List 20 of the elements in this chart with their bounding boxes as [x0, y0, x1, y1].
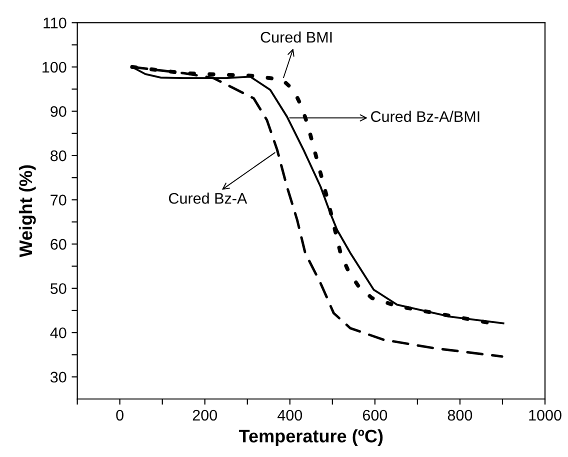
- x-tick-label: 0: [116, 410, 124, 421]
- x-tick-label: 1000: [529, 410, 562, 421]
- y-tick-label: 100: [42, 62, 66, 73]
- x-tick-label: 600: [362, 410, 388, 421]
- annotation: Cured BMI: [260, 31, 332, 43]
- x-tick-label: 400: [278, 410, 302, 421]
- y-tick-label: 40: [50, 327, 66, 338]
- annotation: Cured Bz-A/BMI: [371, 110, 480, 122]
- y-tick-label: 70: [50, 194, 66, 206]
- x-tick-label: 800: [448, 410, 472, 421]
- x-tick-label: 200: [192, 410, 218, 421]
- y-tick-label: 30: [50, 372, 66, 383]
- y-tick-label: 60: [50, 238, 66, 250]
- y-tick-label: 110: [44, 18, 66, 28]
- annotation: Cured Bz-A: [168, 192, 248, 204]
- x-axis-title: Temperature (ºC): [238, 429, 383, 446]
- y-axis-title: Weight (%): [18, 165, 36, 258]
- y-tick-label: 80: [50, 150, 66, 162]
- y-tick-label: 90: [50, 106, 66, 117]
- y-tick-label: 50: [50, 283, 66, 294]
